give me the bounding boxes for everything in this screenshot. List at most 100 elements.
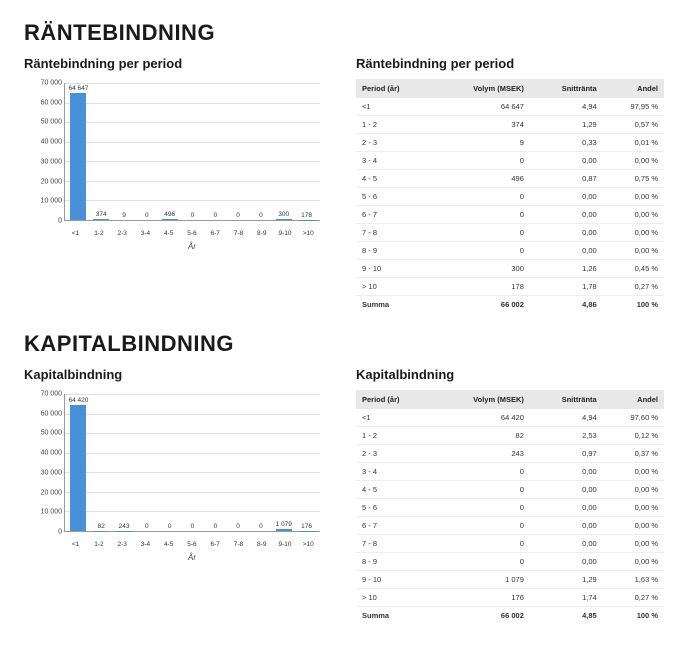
table-cell: 1,29 (530, 571, 603, 589)
chart-bar-value-label: 0 (236, 212, 240, 219)
table-cell: 7 - 8 (356, 535, 433, 553)
table-cell: 97,95 % (603, 98, 664, 116)
table-cell: 0,33 (530, 134, 603, 152)
table-cell: <1 (356, 98, 433, 116)
chart-ytick: 10 000 (24, 509, 62, 516)
table-cell: 0,00 % (603, 152, 664, 170)
table-row: 8 - 900,000,00 % (356, 553, 664, 571)
chart-bar-slot: 1 079 (272, 394, 295, 531)
chart-bar-slot: 178 (295, 83, 318, 220)
chart-ytick: 30 000 (24, 158, 62, 165)
table-cell: 0 (433, 481, 530, 499)
chart-ytick: 40 000 (24, 450, 62, 457)
table-cell: 496 (433, 170, 530, 188)
chart-ytick: 0 (24, 218, 62, 225)
chart-xtick: 2-3 (111, 541, 134, 548)
chart-xtick: 6-7 (204, 541, 227, 548)
chart-xtick: 3-4 (134, 541, 157, 548)
chart-xtick: 1-2 (87, 541, 110, 548)
table-row: 6 - 700,000,00 % (356, 206, 664, 224)
chart-bar-slot: 64 647 (67, 83, 90, 220)
table-cell: 6 - 7 (356, 206, 433, 224)
table-row: 2 - 390,330,01 % (356, 134, 664, 152)
chart-bar-value-label: 9 (122, 212, 126, 219)
chart-ytick: 50 000 (24, 119, 62, 126)
table-cell: 9 (433, 134, 530, 152)
table-row: > 101761,740,27 % (356, 589, 664, 607)
table-rante: Period (år)Volym (MSEK)SnitträntaAndel <… (356, 79, 664, 313)
table-row: 7 - 800,000,00 % (356, 535, 664, 553)
table-cell: 0,75 % (603, 170, 664, 188)
table-cell: 2 - 3 (356, 134, 433, 152)
chart-col-rante: Räntebindning per period 64 647374 9 0 496 0… (24, 52, 332, 249)
table-header-cell: Period (år) (356, 79, 433, 98)
chart-title-rante: Räntebindning per period (24, 56, 332, 71)
table-cell: 0 (433, 535, 530, 553)
chart-plot: 64 420822430000001 079176 (64, 394, 320, 532)
chart-xtick: 9-10 (273, 541, 296, 548)
chart-xticks: <11-22-33-44-55-66-77-88-99-10>10 (64, 541, 320, 548)
table-row: 9 - 103001,260,45 % (356, 260, 664, 278)
table-header-cell: Volym (MSEK) (433, 390, 530, 409)
table-row: <164 4204,9497,60 % (356, 409, 664, 427)
table-cell: 3 - 4 (356, 463, 433, 481)
chart-ytick: 70 000 (24, 391, 62, 398)
table-row: 5 - 600,000,00 % (356, 188, 664, 206)
table-sum-row: Summa66 0024,86100 % (356, 296, 664, 314)
table-cell: 4 - 5 (356, 170, 433, 188)
chart-bar-value-label: 243 (119, 523, 130, 530)
chart-bar-value-label: 300 (278, 211, 289, 218)
table-cell: 243 (433, 445, 530, 463)
table-cell: 0 (433, 553, 530, 571)
chart-xtick: <1 (64, 230, 87, 237)
chart-bar-slot: 374 (90, 83, 113, 220)
table-cell: 1,63 % (603, 571, 664, 589)
chart-kapital: 64 420822430000001 079176 <11-22-33-44-5… (24, 390, 324, 560)
table-header-cell: Volym (MSEK) (433, 79, 530, 98)
table-cell: 0,01 % (603, 134, 664, 152)
chart-ytick: 60 000 (24, 99, 62, 106)
table-header-cell: Period (år) (356, 390, 433, 409)
table-cell: 4,94 (530, 409, 603, 427)
table-row: 4 - 54960,870,75 % (356, 170, 664, 188)
chart-bars: 64 647374904960000300178 (65, 83, 320, 220)
chart-xtick: 5-6 (180, 541, 203, 548)
chart-bar-value-label: 496 (164, 211, 175, 218)
chart-bar-value-label: 0 (213, 212, 217, 219)
table-cell: 1,29 (530, 116, 603, 134)
table-sum-cell: Summa (356, 607, 433, 625)
chart-ytick: 0 (24, 529, 62, 536)
table-sum-row: Summa66 0024,85100 % (356, 607, 664, 625)
chart-bar-slot: 0 (250, 83, 273, 220)
table-cell: 0,27 % (603, 278, 664, 296)
table-cell: 1,78 (530, 278, 603, 296)
table-cell: 0,97 (530, 445, 603, 463)
chart-bar (276, 219, 292, 220)
table-cell: 1,26 (530, 260, 603, 278)
chart-xtick: 8-9 (250, 541, 273, 548)
chart-bar-value-label: 64 647 (68, 85, 88, 92)
table-cell: 0,00 (530, 517, 603, 535)
chart-wrap-rante: 64 647374904960000300178 <11-22-33-44-55… (24, 79, 324, 249)
chart-bar-slot: 0 (250, 394, 273, 531)
chart-ytick: 30 000 (24, 469, 62, 476)
table-cell: 3 - 4 (356, 152, 433, 170)
chart-ytick: 20 000 (24, 178, 62, 185)
chart-xtick: 5-6 (180, 230, 203, 237)
chart-bar-slot: 300 (272, 83, 295, 220)
table-sum-cell: 100 % (603, 607, 664, 625)
table-cell: 0,00 (530, 224, 603, 242)
table-row: 5 - 600,000,00 % (356, 499, 664, 517)
table-col-rante: Räntebindning per period Period (år)Voly… (356, 52, 664, 313)
chart-ytick: 10 000 (24, 198, 62, 205)
chart-xtick: 2-3 (111, 230, 134, 237)
chart-xticks: <11-22-33-44-55-66-77-88-99-10>10 (64, 230, 320, 237)
table-cell: 0,00 (530, 242, 603, 260)
table-row: 7 - 800,000,00 % (356, 224, 664, 242)
chart-bar (276, 529, 292, 531)
table-row: 9 - 101 0791,291,63 % (356, 571, 664, 589)
table-cell: 7 - 8 (356, 224, 433, 242)
chart-bar-slot: 0 (135, 394, 158, 531)
table-cell: 0,00 (530, 188, 603, 206)
table-cell: 5 - 6 (356, 499, 433, 517)
